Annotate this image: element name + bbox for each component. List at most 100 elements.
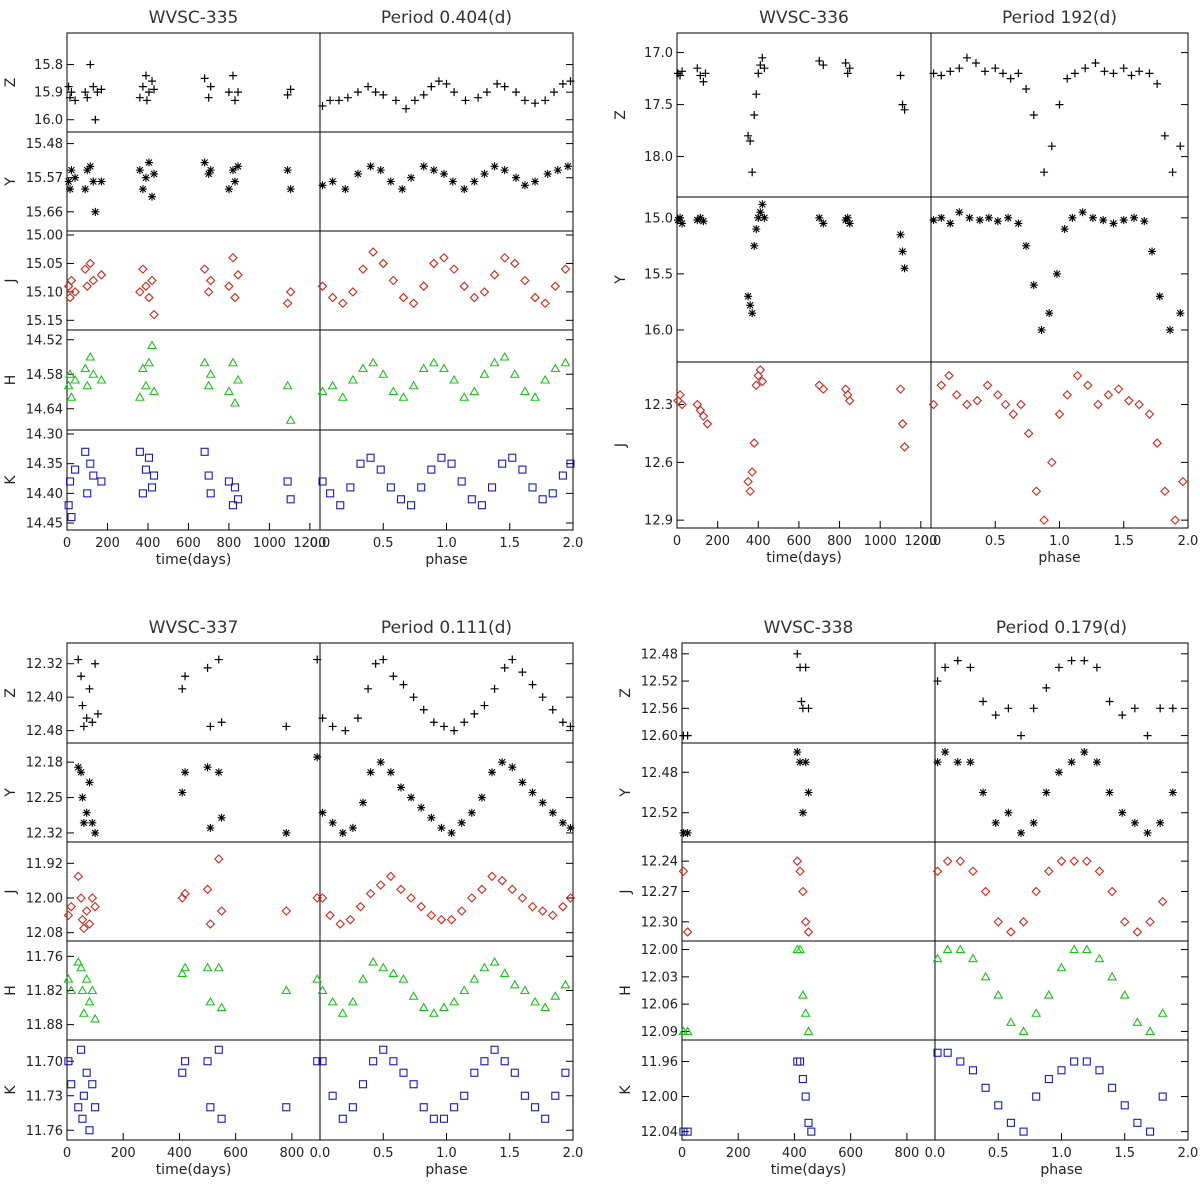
y-tick-label: 12.24 xyxy=(641,855,678,870)
y-tick-label: 12.30 xyxy=(641,915,678,930)
phase-data-point xyxy=(993,217,1002,226)
phase-data-point xyxy=(975,216,984,225)
phase-data-point xyxy=(1031,886,1041,897)
phase-data-point xyxy=(944,370,954,381)
phase-panel-frame xyxy=(319,940,574,1041)
time-data-point xyxy=(200,447,209,456)
phase-tick-label: 2.0 xyxy=(563,536,584,551)
band-label: Y xyxy=(618,788,634,798)
time-data-point xyxy=(803,1026,814,1035)
band-label: J xyxy=(3,889,19,894)
time-data-point xyxy=(77,768,86,777)
time-data-point xyxy=(135,287,145,297)
phase-data-point xyxy=(318,477,327,486)
phase-tick-label: 0.0 xyxy=(310,536,331,551)
phase-data-point xyxy=(982,380,993,391)
phase-data-point xyxy=(530,392,540,401)
time-data-point xyxy=(233,374,243,384)
phase-tick-label: 2.0 xyxy=(563,1146,584,1161)
time-data-point xyxy=(693,216,702,225)
phase-data-point xyxy=(1014,69,1023,78)
phase-data-point xyxy=(1144,409,1155,419)
band-panel-j: 12.3 12.6 12.9 J xyxy=(613,361,1189,529)
y-tick-label: 12.06 xyxy=(641,998,678,1013)
phase-data-point xyxy=(500,166,509,175)
time-data-point xyxy=(898,247,907,256)
time-data-point xyxy=(82,808,91,817)
phase-data-point xyxy=(993,989,1004,999)
period-title: Period 0.179(d) xyxy=(996,618,1127,638)
phase-data-point xyxy=(932,866,943,877)
y-tick-label: 15.8 xyxy=(34,58,63,73)
time-data-point xyxy=(93,709,102,718)
phase-data-point xyxy=(419,162,428,171)
phase-data-point xyxy=(1118,808,1127,817)
phase-data-point xyxy=(469,974,480,983)
phase-data-point xyxy=(558,79,567,88)
phase-data-point xyxy=(1092,663,1101,672)
phase-data-point xyxy=(379,1045,388,1054)
phase-data-point xyxy=(318,808,327,817)
phase-axis-label: phase xyxy=(425,552,467,568)
time-data-point xyxy=(144,453,154,462)
phase-data-point xyxy=(1014,219,1023,228)
phase-data-point xyxy=(353,88,362,97)
y-tick-label: 11.96 xyxy=(641,1055,678,1070)
time-data-point xyxy=(312,974,323,983)
y-tick-label: 17.0 xyxy=(644,46,673,61)
time-data-point xyxy=(138,82,147,91)
time-data-point xyxy=(797,697,806,706)
phase-data-point xyxy=(398,292,409,303)
time-data-point xyxy=(286,185,295,194)
phase-data-point xyxy=(1130,818,1139,827)
phase-data-point xyxy=(508,763,517,772)
phase-data-point xyxy=(459,985,470,995)
time-data-point xyxy=(815,213,824,222)
time-data-point xyxy=(233,270,243,280)
phase-data-point xyxy=(499,968,510,977)
phase-data-point xyxy=(439,169,448,178)
phase-data-point xyxy=(937,213,946,222)
time-panel-frame xyxy=(66,642,321,744)
phase-data-point xyxy=(1093,399,1103,410)
time-data-point xyxy=(93,88,102,97)
time-data-point xyxy=(82,714,91,723)
time-data-point xyxy=(699,77,708,86)
phase-data-point xyxy=(1022,241,1031,250)
phase-tick-label: 1.0 xyxy=(1051,1146,1072,1161)
time-data-point xyxy=(844,395,855,406)
phase-data-point xyxy=(558,901,568,912)
phase-data-point xyxy=(550,363,561,373)
phase-data-point xyxy=(358,264,368,274)
y-tick-label: 12.09 xyxy=(641,1025,678,1040)
band-panel-h: 11.76 11.82 11.88 H xyxy=(3,940,574,1041)
time-data-point xyxy=(217,813,226,822)
phase-data-point xyxy=(1082,1057,1091,1066)
phase-data-point xyxy=(1107,971,1118,981)
time-data-point xyxy=(138,264,148,274)
time-data-point xyxy=(91,828,100,837)
y-tick-label: 14.58 xyxy=(26,368,63,383)
time-data-point xyxy=(214,655,223,664)
phase-data-point xyxy=(477,793,486,802)
phase-axis-label: phase xyxy=(1038,550,1080,566)
time-data-point xyxy=(85,1126,94,1135)
phase-data-point xyxy=(348,823,357,832)
phase-data-point xyxy=(971,59,980,67)
phase-data-point xyxy=(1031,486,1042,497)
time-data-point xyxy=(85,351,96,361)
time-data-point xyxy=(89,82,98,91)
time-data-point xyxy=(213,962,224,972)
phase-data-point xyxy=(998,69,1007,78)
phase-tick-label: 1.0 xyxy=(436,1146,457,1161)
time-data-point xyxy=(70,287,80,297)
phase-data-point xyxy=(1153,79,1162,88)
band-panel-y: 15.0 15.5 16.0 Y xyxy=(613,196,1189,363)
time-panel-frame xyxy=(681,642,936,744)
time-data-point xyxy=(149,309,159,320)
time-data-point xyxy=(818,384,829,394)
phase-data-point xyxy=(1062,390,1072,400)
time-data-point xyxy=(144,158,153,167)
phase-data-point xyxy=(991,711,1000,720)
phase-data-point xyxy=(359,798,368,807)
